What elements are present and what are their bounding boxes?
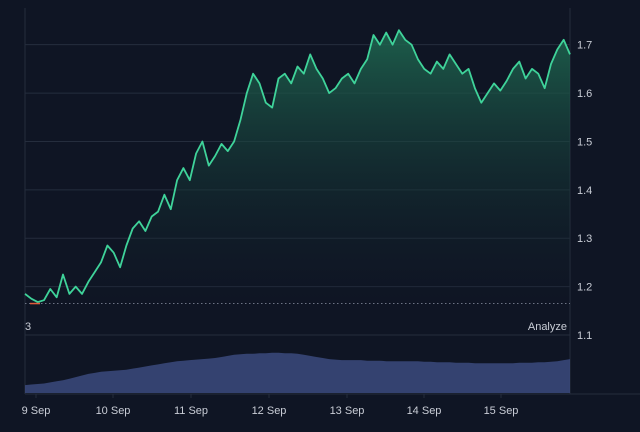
x-axis-ticks: 9 Sep 10 Sep 11 Sep 12 Sep 13 Sep 14 Sep 15 Se… — [22, 394, 519, 417]
y-tick-label: 1.2 — [577, 282, 592, 294]
y-tick-label: 1.6 — [577, 88, 592, 100]
y-tick-label: 1.7 — [577, 40, 592, 52]
x-tick-label: 15 Sep — [484, 405, 519, 417]
x-tick-label: 11 Sep — [174, 405, 208, 417]
y-tick-label: 1.4 — [577, 185, 592, 197]
x-tick-label: 13 Sep — [330, 405, 365, 417]
x-tick-label: 12 Sep — [252, 405, 287, 417]
price-area-fill — [25, 30, 570, 304]
y-tick-label: 1.5 — [577, 136, 592, 148]
volume-shape — [25, 352, 570, 393]
x-tick-label: 10 Sep — [96, 405, 131, 417]
price-line — [24, 29, 571, 303]
x-tick-label: 9 Sep — [22, 405, 51, 417]
y-axis-ticks: 1.1 1.2 1.3 1.4 1.5 1.6 1.7 — [577, 40, 592, 342]
y-tick-label: 1.1 — [577, 330, 592, 342]
y-tick-label: 1.3 — [577, 233, 592, 245]
x-tick-label: 14 Sep — [407, 405, 442, 417]
analyze-label[interactable]: Analyze — [528, 321, 567, 333]
overlay-left-label: 3 — [25, 321, 31, 333]
volume-area — [25, 352, 570, 393]
